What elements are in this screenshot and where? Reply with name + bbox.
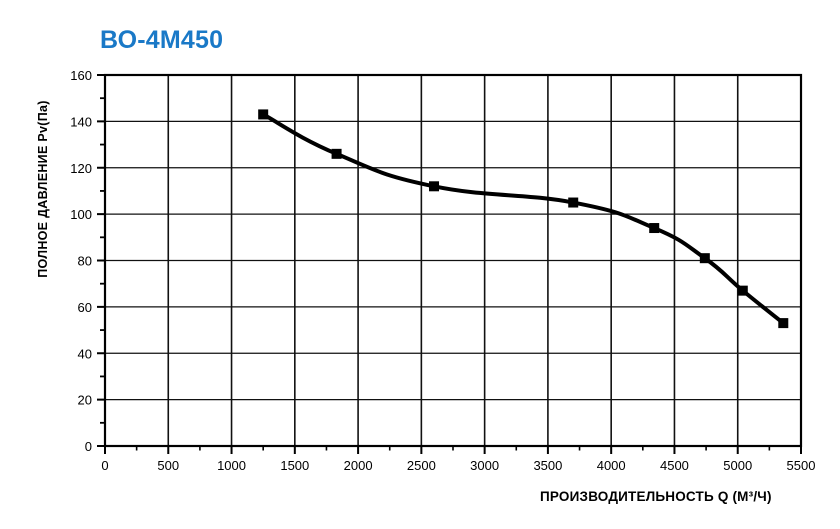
data-point-marker xyxy=(699,253,710,264)
data-point-marker xyxy=(778,318,789,329)
gridlines xyxy=(105,75,801,446)
data-point-marker xyxy=(258,109,269,120)
y-tick-label: 40 xyxy=(78,346,92,361)
y-tick-label: 140 xyxy=(70,114,92,129)
axis-ticks xyxy=(97,74,802,454)
x-tick-label: 3000 xyxy=(470,458,499,473)
x-tick-label: 4000 xyxy=(597,458,626,473)
x-tick-label: 4500 xyxy=(660,458,689,473)
x-tick-label: 500 xyxy=(157,458,179,473)
x-tick-label: 1000 xyxy=(217,458,246,473)
y-tick-labels: 0 20 40 60 80 100 120 140 160 xyxy=(70,68,92,454)
x-axis-title: ПРОИЗВОДИТЕЛЬНОСТЬ Q (М³/Ч) xyxy=(540,489,772,504)
data-point-marker xyxy=(649,223,660,234)
x-tick-label: 5000 xyxy=(723,458,752,473)
y-tick-label: 160 xyxy=(70,68,92,83)
x-tick-label: 1500 xyxy=(280,458,309,473)
x-tick-label: 5500 xyxy=(787,458,816,473)
data-series-line xyxy=(261,112,786,326)
y-tick-label: 100 xyxy=(70,207,92,222)
chart-title: ВО-4М450 xyxy=(100,26,224,54)
data-point-marker xyxy=(737,285,748,296)
y-tick-label: 60 xyxy=(78,300,92,315)
data-point-marker xyxy=(331,148,342,159)
y-tick-label: 20 xyxy=(78,393,92,408)
x-tick-labels: 0 500 1000 1500 2000 2500 3000 3500 4000 4500 5000… xyxy=(101,458,815,473)
y-tick-label: 120 xyxy=(70,161,92,176)
data-point-markers xyxy=(258,109,789,329)
x-tick-label: 3500 xyxy=(533,458,562,473)
y-tick-label: 0 xyxy=(85,439,92,454)
x-tick-label: 2000 xyxy=(344,458,373,473)
data-point-marker xyxy=(429,181,440,192)
series-curve xyxy=(261,112,786,326)
y-tick-label: 80 xyxy=(78,254,92,269)
data-point-marker xyxy=(568,197,579,208)
x-tick-label: 2500 xyxy=(407,458,436,473)
x-tick-label: 0 xyxy=(101,458,108,473)
